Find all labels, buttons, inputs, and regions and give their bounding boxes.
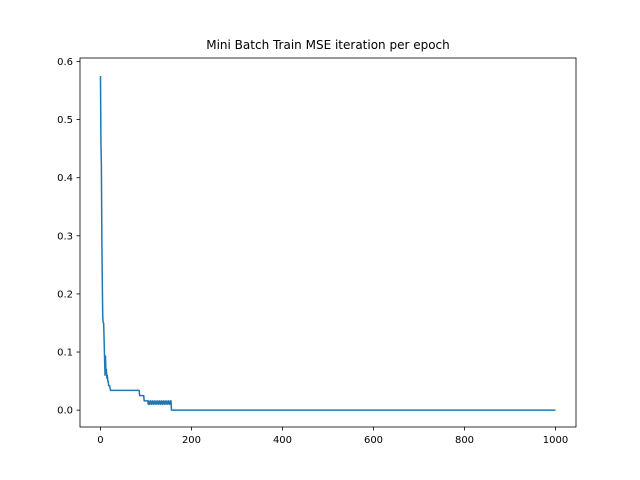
x-tick-label: 600 bbox=[364, 435, 383, 446]
y-tick-label: 0.3 bbox=[57, 231, 73, 242]
y-tick-label: 0.5 bbox=[57, 115, 73, 126]
y-tick-label: 0.4 bbox=[57, 173, 73, 184]
x-tick-label: 400 bbox=[273, 435, 292, 446]
x-tick-label: 1000 bbox=[543, 435, 568, 446]
plot-area bbox=[99, 76, 556, 411]
x-tick-label: 0 bbox=[97, 435, 103, 446]
x-axis: 0 200 400 600 800 1000 bbox=[97, 427, 568, 446]
y-tick-label: 0.1 bbox=[57, 348, 73, 359]
y-axis: 0.0 0.1 0.2 0.3 0.4 0.5 0.6 bbox=[57, 57, 80, 417]
chart-title: Mini Batch Train MSE iteration per epoch bbox=[206, 38, 450, 52]
y-tick-label: 0.2 bbox=[57, 289, 73, 300]
plot-frame bbox=[79, 57, 577, 428]
y-tick-label: 0.0 bbox=[57, 406, 73, 417]
x-tick-label: 200 bbox=[182, 435, 201, 446]
series-line bbox=[99, 76, 556, 411]
x-tick-label: 800 bbox=[455, 435, 474, 446]
y-tick-label: 0.6 bbox=[57, 57, 73, 68]
